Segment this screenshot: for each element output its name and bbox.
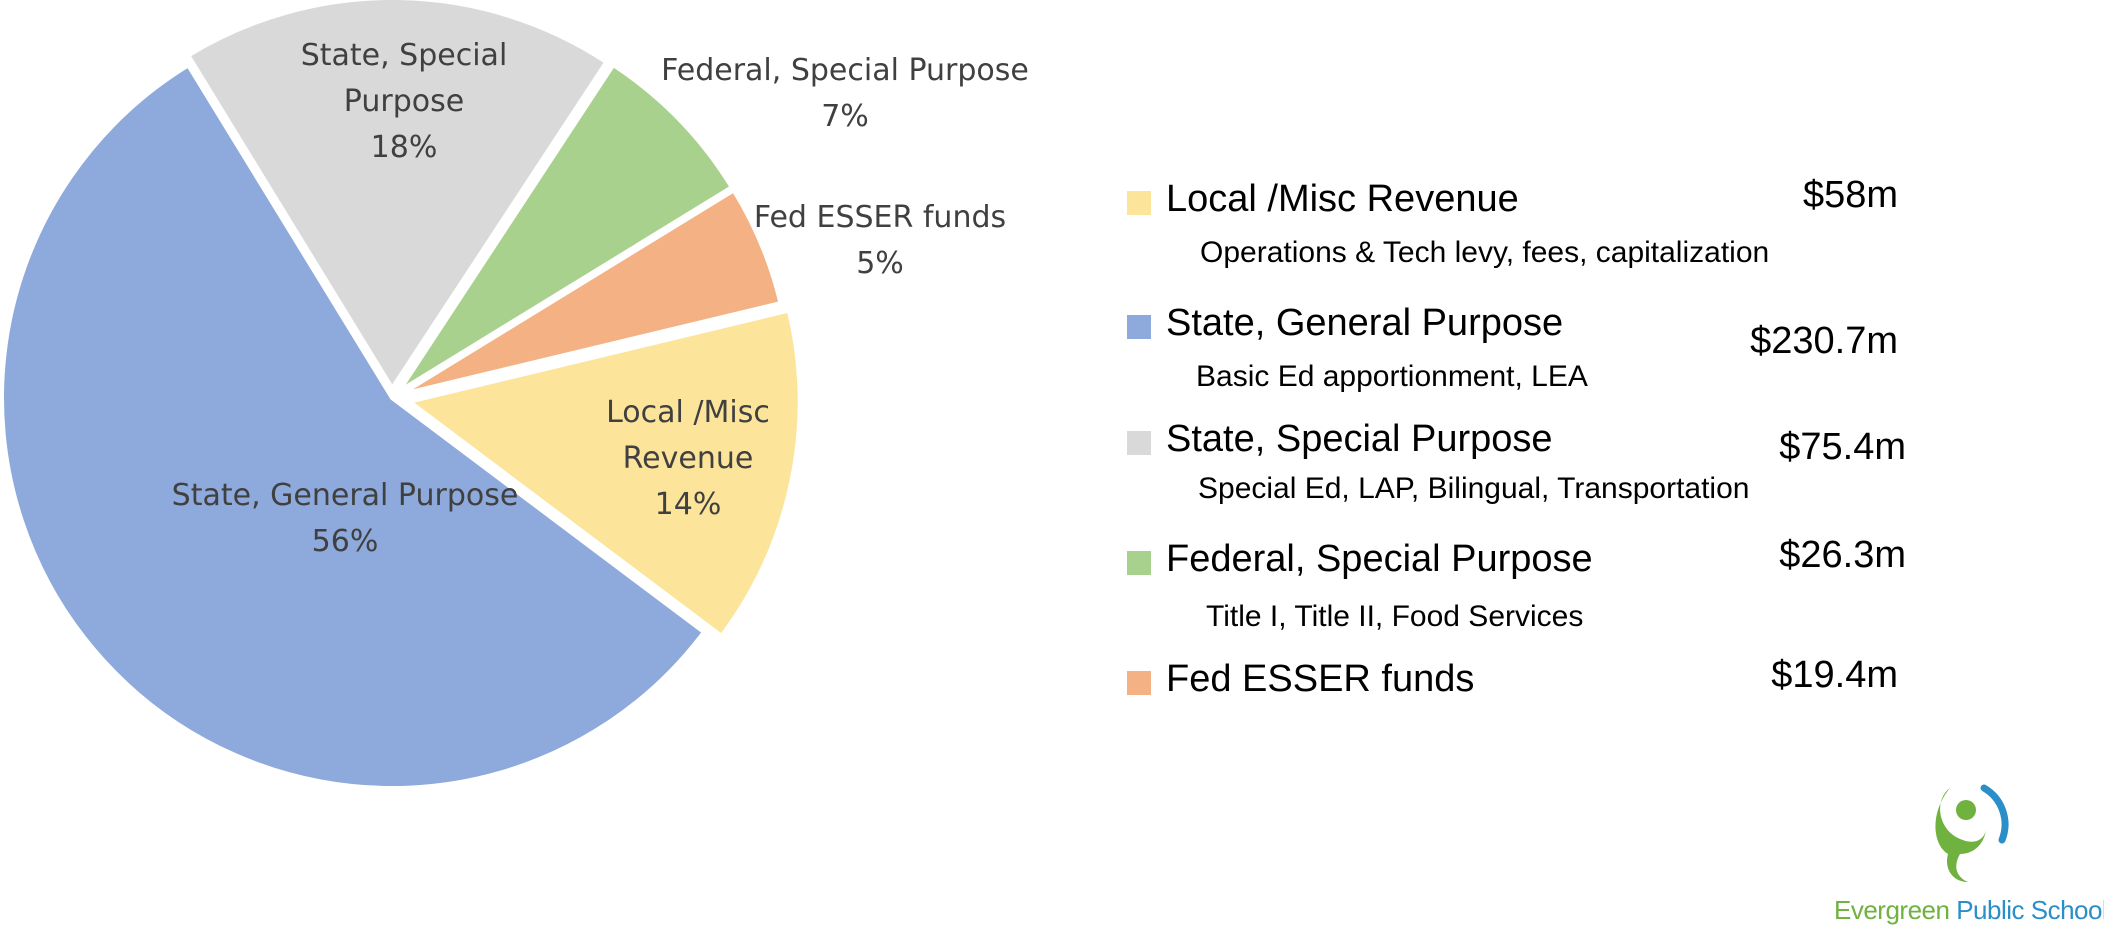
legend-amount: $75.4m [1779, 426, 1906, 468]
pie-chart: Local /Misc Revenue 14% State, General Purp… [0, 0, 1029, 790]
legend-swatch [1126, 670, 1152, 696]
legend-swatch [1126, 550, 1152, 576]
legend-label: Federal, Special Purpose [1166, 538, 1593, 580]
evergreen-figure-icon [1935, 784, 2009, 882]
slice-label-federal-special: Federal, Special Purpose 7% [661, 53, 1029, 134]
legend-amount: $230.7m [1750, 320, 1898, 362]
legend-detail: Operations & Tech levy, fees, capitaliza… [1200, 236, 1770, 269]
legend-label: State, General Purpose [1166, 302, 1564, 344]
legend-item-state-special: State, Special Purpose $75.4m Special Ed… [1126, 410, 1926, 505]
logo-word-evergreen: Evergreen [1834, 895, 1950, 925]
evergreen-logo: Evergreen Public Schools [1834, 770, 2104, 928]
logo-wordmark: Evergreen Public Schools [1834, 895, 2104, 926]
legend-amount: $58m [1802, 174, 1898, 216]
legend-swatch [1126, 190, 1152, 216]
legend-item-state-general: State, General Purpose $230.7m Basic Ed … [1126, 294, 1926, 393]
legend-label: State, Special Purpose [1166, 418, 1553, 460]
legend-swatch [1126, 314, 1152, 340]
legend-amount: $19.4m [1771, 654, 1898, 696]
legend-item-fed-esser: Fed ESSER funds $19.4m [1126, 650, 1926, 710]
slice-label-state-special: State, Special Purpose 18% [301, 38, 508, 165]
pie-slice-federal-special [397, 62, 735, 393]
legend-item-federal-special: Federal, Special Purpose $26.3m Title I,… [1126, 530, 1926, 633]
legend-item-local-misc: Local /Misc Revenue $58m Operations & Te… [1126, 170, 1926, 269]
pie-slice-local-misc [405, 308, 802, 639]
slice-label-state-general: State, General Purpose 56% [172, 478, 519, 559]
legend-detail: Title I, Title II, Food Services [1206, 600, 1584, 633]
legend-detail: Basic Ed apportionment, LEA [1196, 360, 1588, 393]
logo-word-public-schools: Public Schools [1956, 895, 2104, 925]
legend-detail: Special Ed, LAP, Bilingual, Transportati… [1198, 472, 1750, 505]
legend: Local /Misc Revenue $58m Operations & Te… [1126, 170, 1926, 700]
legend-amount: $26.3m [1779, 534, 1906, 576]
pie-slice-state-special [185, 0, 610, 392]
pie-slice-state-general [0, 62, 707, 790]
legend-swatch [1126, 430, 1152, 456]
slice-label-fed-esser: Fed ESSER funds 5% [754, 200, 1006, 281]
pie-slice-fed-esser [400, 187, 783, 397]
legend-label: Local /Misc Revenue [1166, 178, 1519, 220]
legend-label: Fed ESSER funds [1166, 658, 1475, 700]
slice-label-local-misc: Local /Misc Revenue 14% [606, 395, 770, 522]
